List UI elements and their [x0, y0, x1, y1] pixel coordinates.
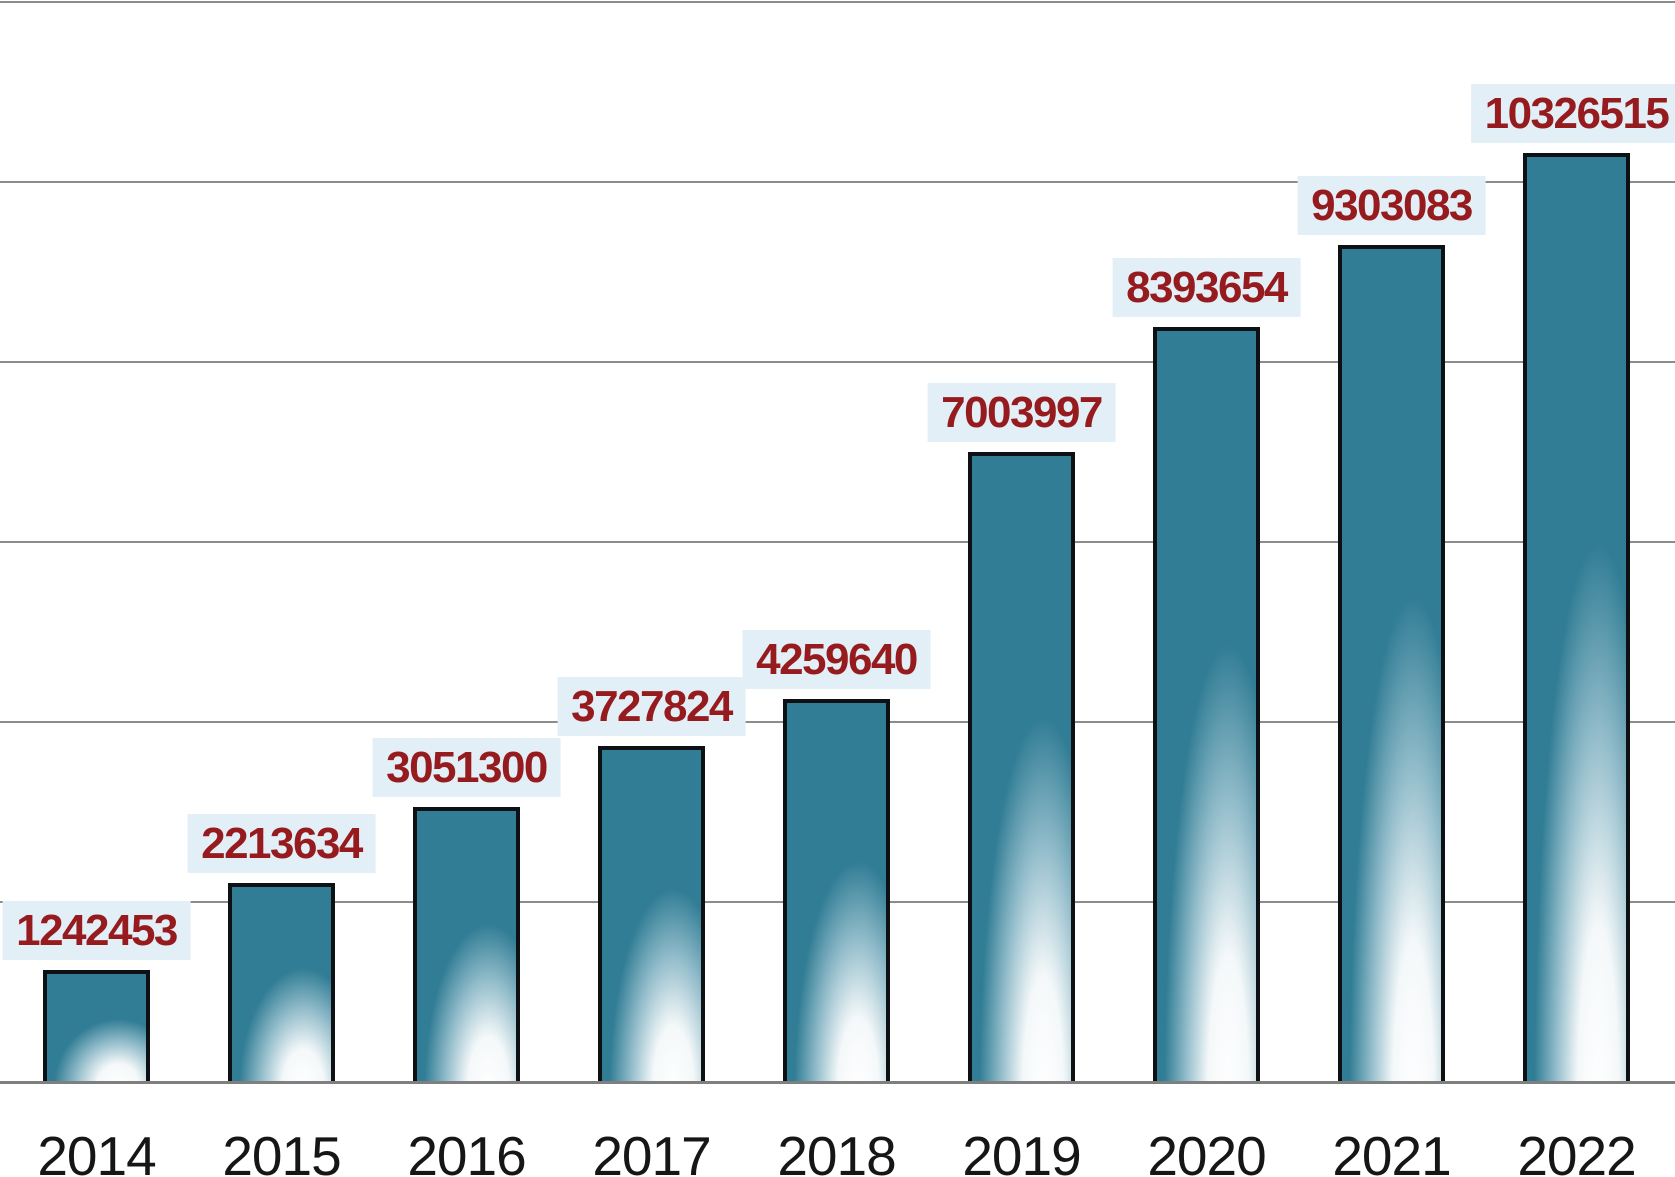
value-label-2019: 7003997: [927, 382, 1116, 442]
value-label-2018: 4259640: [742, 629, 931, 689]
x-axis-label-2014: 2014: [37, 1125, 156, 1177]
value-label-2015: 2213634: [187, 813, 376, 873]
bar-2016: [413, 807, 520, 1082]
bar-2015: [228, 882, 335, 1082]
value-label-2021: 9303083: [1297, 175, 1486, 235]
value-label-2020: 8393654: [1112, 257, 1301, 317]
bar-2017: [598, 746, 705, 1082]
x-axis-label-2021: 2021: [1332, 1125, 1451, 1177]
gridline: [0, 181, 1675, 183]
gridline: [0, 541, 1675, 543]
gridline: [0, 1, 1675, 3]
value-label-2016: 3051300: [372, 738, 561, 798]
x-axis-label-2018: 2018: [777, 1125, 896, 1177]
value-label-2022: 10326515: [1470, 83, 1675, 143]
bar-2022: [1523, 152, 1630, 1082]
x-axis-line: [0, 1081, 1675, 1084]
x-axis-label-2015: 2015: [222, 1125, 341, 1177]
bar-2020: [1153, 326, 1260, 1082]
bar-2018: [783, 698, 890, 1082]
x-axis-label-2016: 2016: [407, 1125, 526, 1177]
bar-2014: [43, 970, 150, 1082]
x-axis-label-2020: 2020: [1147, 1125, 1266, 1177]
value-label-2014: 1242453: [2, 901, 191, 961]
x-axis-label-2017: 2017: [592, 1125, 711, 1177]
value-label-2017: 3727824: [557, 677, 746, 737]
x-axis-label-2022: 2022: [1517, 1125, 1636, 1177]
bar-2021: [1338, 244, 1445, 1082]
x-axis-label-2019: 2019: [962, 1125, 1081, 1177]
gridline: [0, 361, 1675, 363]
bar-2019: [968, 451, 1075, 1082]
